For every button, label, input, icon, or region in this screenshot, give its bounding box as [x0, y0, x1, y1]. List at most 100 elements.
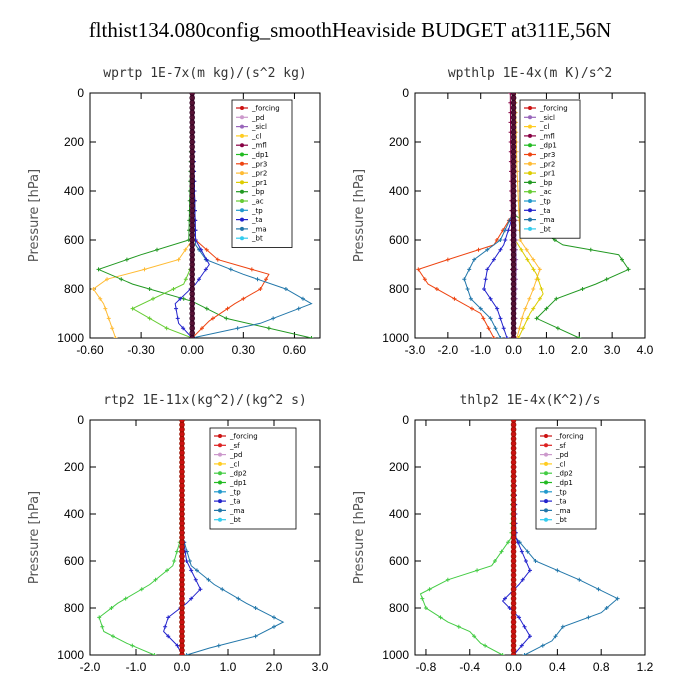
series-marker [534, 316, 539, 321]
panel-3: rtp2 1E-11x(kg^2)/(kg^2 s) Pressure [hPa]… [27, 393, 329, 674]
series-marker [555, 568, 560, 573]
legend-marker [544, 443, 548, 448]
series-marker [478, 306, 483, 311]
series-marker [175, 643, 180, 648]
series-line-ma [191, 93, 313, 338]
y-axis-label: Pressure [hPa] [352, 169, 367, 262]
series-marker [266, 326, 271, 331]
legend-label: _ma [539, 216, 555, 224]
x-tick-label: -1.0 [126, 660, 147, 674]
series-marker [515, 540, 520, 545]
panel-title: rtp2 1E-11x(kg^2)/(kg^2 s) [103, 393, 307, 408]
y-axis-label: Pressure [hPa] [27, 169, 42, 262]
series-marker [184, 559, 189, 563]
legend-marker [218, 471, 222, 476]
y-tick-label: 800 [64, 601, 84, 615]
legend-label: _tp [555, 488, 567, 496]
series-marker [519, 549, 524, 554]
x-tick-label: 0.8 [593, 660, 610, 674]
series-line-ma [181, 420, 285, 655]
series-marker [517, 326, 522, 331]
legend-marker [240, 124, 244, 129]
legend-marker [218, 489, 222, 494]
legend-label: _mfl [539, 132, 555, 140]
y-tick-label: 0 [77, 86, 84, 100]
series-marker [181, 326, 186, 331]
series-marker [166, 634, 171, 639]
series-marker [445, 257, 450, 262]
series-marker [494, 238, 499, 242]
series-marker [518, 238, 523, 242]
legend-marker [528, 133, 532, 138]
series-group [419, 420, 620, 655]
series-line-pr3 [417, 93, 515, 338]
series-line-pr2 [92, 93, 193, 338]
series-marker [204, 257, 209, 262]
legend-marker [544, 489, 548, 494]
legend-label: _ma [229, 507, 245, 515]
legend-marker [218, 452, 222, 457]
legend-marker [528, 124, 532, 129]
legend-label: _ac [539, 188, 552, 196]
series-marker [468, 296, 473, 301]
series-marker [103, 306, 108, 311]
series-marker [434, 287, 439, 291]
series-marker [501, 326, 506, 331]
series-line-dp1 [419, 420, 515, 655]
legend-label: _ta [229, 498, 241, 506]
series-marker [488, 316, 493, 321]
legend: _forcing_sf_pd_cl _dp2_dp1_tp _ta_ma_bt [535, 427, 597, 530]
series-marker [422, 277, 427, 282]
legend-label: _pr3 [539, 151, 555, 159]
legend-marker [528, 189, 532, 194]
x-tick-label: 0.4 [549, 660, 566, 674]
series-marker [253, 606, 258, 610]
legend-label: _tp [229, 488, 241, 496]
series-marker [493, 326, 498, 331]
legend-marker [240, 161, 244, 166]
zero-profile-marker [510, 652, 517, 655]
series-marker [241, 296, 246, 301]
series-marker [163, 624, 168, 629]
series-marker [272, 615, 276, 620]
y-tick-label: 0 [77, 413, 84, 427]
zero-profile-marker [179, 652, 185, 655]
legend-marker [528, 226, 532, 231]
series-marker [309, 336, 314, 338]
series-marker [577, 577, 582, 582]
legend-label: _sicl [539, 114, 555, 122]
series-marker [236, 596, 241, 601]
series-marker [193, 577, 198, 582]
series-marker [255, 277, 260, 282]
y-tick-label: 400 [64, 184, 84, 198]
series-marker [472, 257, 477, 262]
legend-label: _pr1 [539, 170, 555, 178]
legend-marker [528, 106, 532, 110]
x-tick-label: -0.8 [416, 660, 437, 674]
series-marker [264, 277, 269, 282]
panel-title: wprtp 1E-7x(m kg)/(s^2 kg) [103, 66, 307, 81]
series-marker [147, 316, 152, 321]
series-marker [523, 559, 528, 563]
series-marker [184, 653, 189, 655]
series-marker [91, 287, 96, 291]
legend-marker [218, 443, 222, 448]
plot-frame [414, 92, 646, 339]
series-marker [423, 606, 428, 610]
series-marker [153, 577, 158, 582]
x-tick-label: 4.0 [637, 343, 654, 357]
legend-label: _cl [555, 460, 565, 468]
series-marker [174, 306, 179, 311]
legend-label: _forcing [251, 105, 280, 113]
series-marker [249, 267, 254, 272]
series-marker [531, 257, 536, 262]
series-group [97, 420, 285, 655]
legend-marker [240, 217, 244, 222]
series-marker [110, 326, 115, 331]
legend-label: _cl [229, 460, 239, 468]
series-marker [98, 296, 103, 301]
series-marker [416, 267, 421, 272]
legend-label: _sf [229, 442, 240, 450]
series-marker [491, 257, 496, 262]
